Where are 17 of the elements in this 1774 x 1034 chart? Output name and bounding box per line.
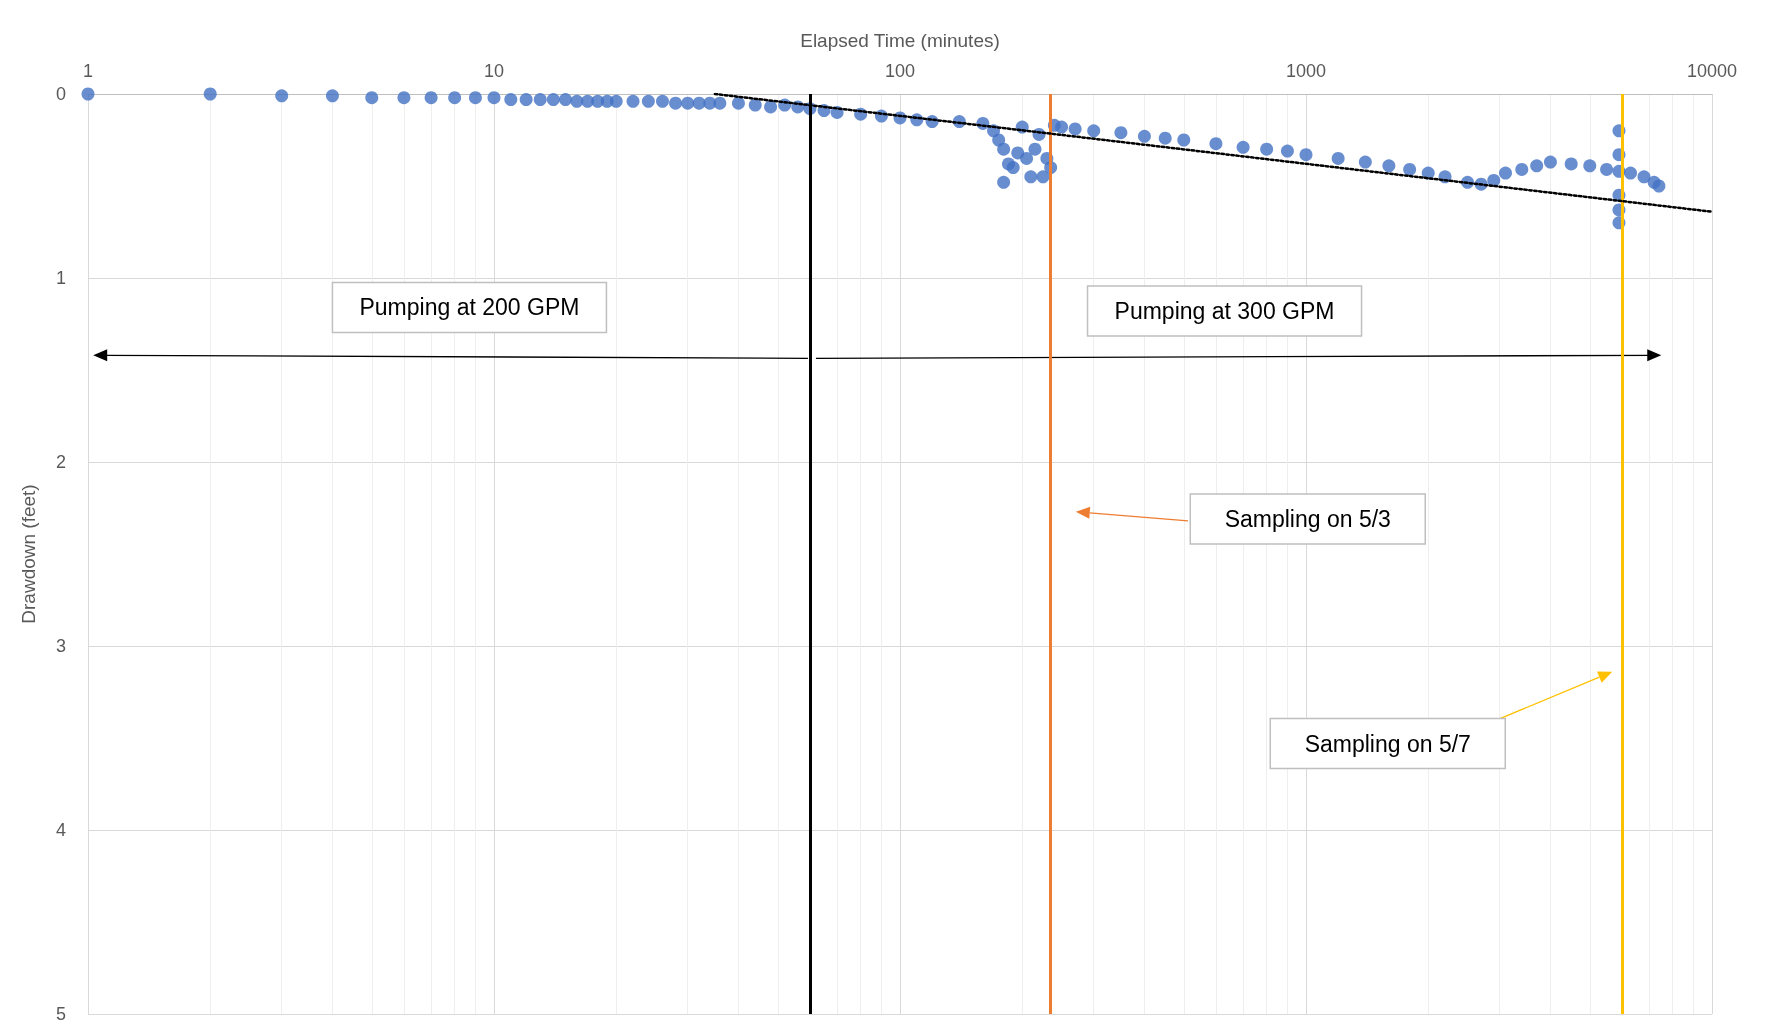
x-tick-label: 1 <box>82 61 94 81</box>
x-tick-label: 1000 <box>1285 61 1327 81</box>
x-tick-label: 10 <box>483 61 505 81</box>
annotation: Pumping at 300 GPM <box>1114 298 1335 325</box>
y-tick-label: 4 <box>55 820 66 840</box>
annotation: Pumping at 200 GPM <box>359 294 580 321</box>
y-tick-label: 3 <box>55 636 66 656</box>
y-tick-label: 0 <box>55 84 66 104</box>
annotation: Sampling on 5/3 <box>1224 506 1391 533</box>
y-axis-title: Drawdown (feet) <box>18 484 39 624</box>
y-tick-label: 2 <box>55 452 66 472</box>
x-tick-label: 10000 <box>1686 61 1738 81</box>
y-tick-label: 1 <box>55 268 66 288</box>
x-axis-title: Elapsed Time (minutes) <box>800 30 1000 51</box>
annotation: Sampling on 5/7 <box>1304 730 1471 757</box>
y-tick-label: 5 <box>55 1004 66 1024</box>
x-tick-label: 100 <box>884 61 916 81</box>
